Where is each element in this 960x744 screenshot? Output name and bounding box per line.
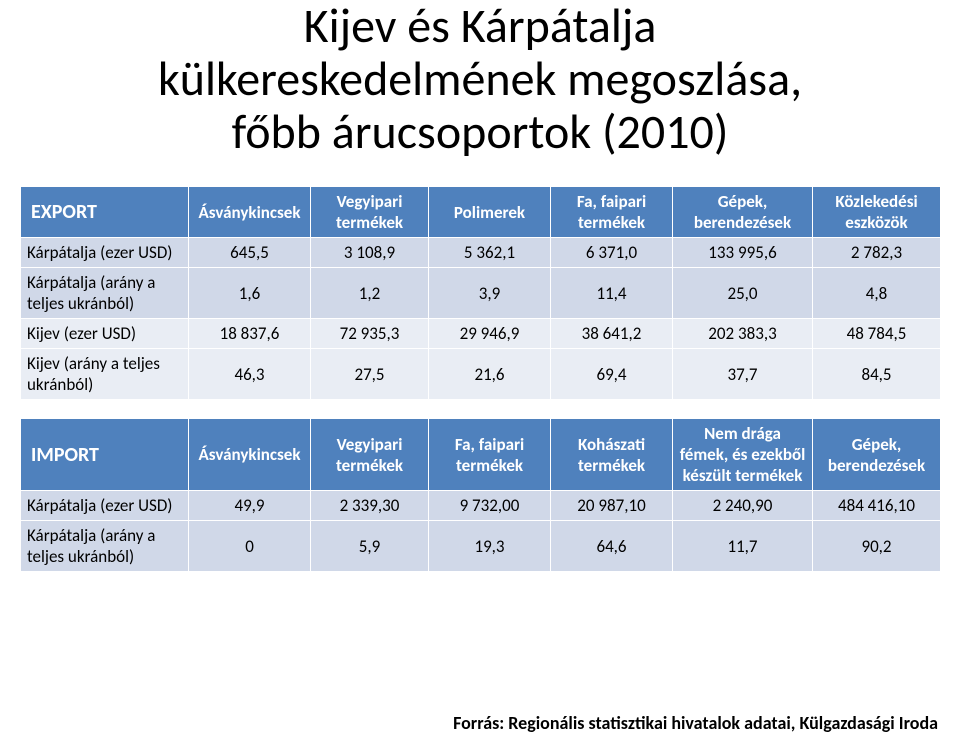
- export-header-row: EXPORT Ásványkincsek Vegyipari termékek …: [21, 187, 941, 238]
- import-table: IMPORT Ásványkincsek Vegyipari termékek …: [20, 418, 941, 572]
- cell: 69,4: [551, 349, 673, 400]
- import-header-1: Vegyipari termékek: [311, 419, 429, 491]
- cell: 29 946,9: [429, 319, 551, 349]
- slide: Kijev és Kárpátalja külkereskedelmének m…: [0, 0, 960, 744]
- source-citation: Forrás: Regionális statisztikai hivatalo…: [453, 712, 938, 734]
- table-row: Kárpátalja (arány a teljes ukránból) 0 5…: [21, 521, 941, 572]
- cell: 25,0: [673, 268, 813, 319]
- cell: 38 641,2: [551, 319, 673, 349]
- cell: 3 108,9: [311, 238, 429, 268]
- cell: 72 935,3: [311, 319, 429, 349]
- cell: 3,9: [429, 268, 551, 319]
- cell: 27,5: [311, 349, 429, 400]
- import-header-4: Nem drága fémek, és ezekből készült term…: [673, 419, 813, 491]
- export-header-0: Ásványkincsek: [189, 187, 311, 238]
- cell: 84,5: [813, 349, 941, 400]
- import-header-3: Kohászati termékek: [551, 419, 673, 491]
- export-header-2: Polimerek: [429, 187, 551, 238]
- table-row: Kijev (ezer USD) 18 837,6 72 935,3 29 94…: [21, 319, 941, 349]
- title-line-2: külkereskedelmének megoszlása,: [0, 53, 960, 106]
- cell: 21,6: [429, 349, 551, 400]
- cell: 6 371,0: [551, 238, 673, 268]
- cell: 202 383,3: [673, 319, 813, 349]
- cell: 49,9: [189, 491, 311, 521]
- row-label: Kárpátalja (arány a teljes ukránból): [21, 268, 189, 319]
- table-row: Kárpátalja (ezer USD) 645,5 3 108,9 5 36…: [21, 238, 941, 268]
- cell: 90,2: [813, 521, 941, 572]
- row-label: Kárpátalja (ezer USD): [21, 491, 189, 521]
- cell: 2 240,90: [673, 491, 813, 521]
- import-header-row: IMPORT Ásványkincsek Vegyipari termékek …: [21, 419, 941, 491]
- table-row: Kárpátalja (arány a teljes ukránból) 1,6…: [21, 268, 941, 319]
- cell: 9 732,00: [429, 491, 551, 521]
- cell: 37,7: [673, 349, 813, 400]
- row-label: Kárpátalja (ezer USD): [21, 238, 189, 268]
- cell: 11,7: [673, 521, 813, 572]
- cell: 645,5: [189, 238, 311, 268]
- export-header-1: Vegyipari termékek: [311, 187, 429, 238]
- cell: 48 784,5: [813, 319, 941, 349]
- cell: 19,3: [429, 521, 551, 572]
- cell: 133 995,6: [673, 238, 813, 268]
- export-header-4: Gépek, berendezések: [673, 187, 813, 238]
- cell: 20 987,10: [551, 491, 673, 521]
- cell: 2 339,30: [311, 491, 429, 521]
- cell: 64,6: [551, 521, 673, 572]
- table-row: Kárpátalja (ezer USD) 49,9 2 339,30 9 73…: [21, 491, 941, 521]
- row-label: Kárpátalja (arány a teljes ukránból): [21, 521, 189, 572]
- import-header-2: Fa, faipari termékek: [429, 419, 551, 491]
- cell: 11,4: [551, 268, 673, 319]
- title-line-3: főbb árucsoportok (2010): [0, 106, 960, 159]
- export-header-3: Fa, faipari termékek: [551, 187, 673, 238]
- export-header-5: Közlekedési eszközök: [813, 187, 941, 238]
- title-block: Kijev és Kárpátalja külkereskedelmének m…: [0, 0, 960, 158]
- cell: 0: [189, 521, 311, 572]
- cell: 484 416,10: [813, 491, 941, 521]
- cell: 1,6: [189, 268, 311, 319]
- export-table: EXPORT Ásványkincsek Vegyipari termékek …: [20, 186, 941, 400]
- cell: 1,2: [311, 268, 429, 319]
- import-section-label: IMPORT: [21, 419, 189, 491]
- table-row: Kijev (arány a teljes ukránból) 46,3 27,…: [21, 349, 941, 400]
- cell: 4,8: [813, 268, 941, 319]
- cell: 5 362,1: [429, 238, 551, 268]
- cell: 18 837,6: [189, 319, 311, 349]
- import-header-0: Ásványkincsek: [189, 419, 311, 491]
- row-label: Kijev (arány a teljes ukránból): [21, 349, 189, 400]
- export-section-label: EXPORT: [21, 187, 189, 238]
- cell: 46,3: [189, 349, 311, 400]
- cell: 2 782,3: [813, 238, 941, 268]
- import-header-5: Gépek, berendezések: [813, 419, 941, 491]
- row-label: Kijev (ezer USD): [21, 319, 189, 349]
- cell: 5,9: [311, 521, 429, 572]
- title-line-1: Kijev és Kárpátalja: [0, 0, 960, 53]
